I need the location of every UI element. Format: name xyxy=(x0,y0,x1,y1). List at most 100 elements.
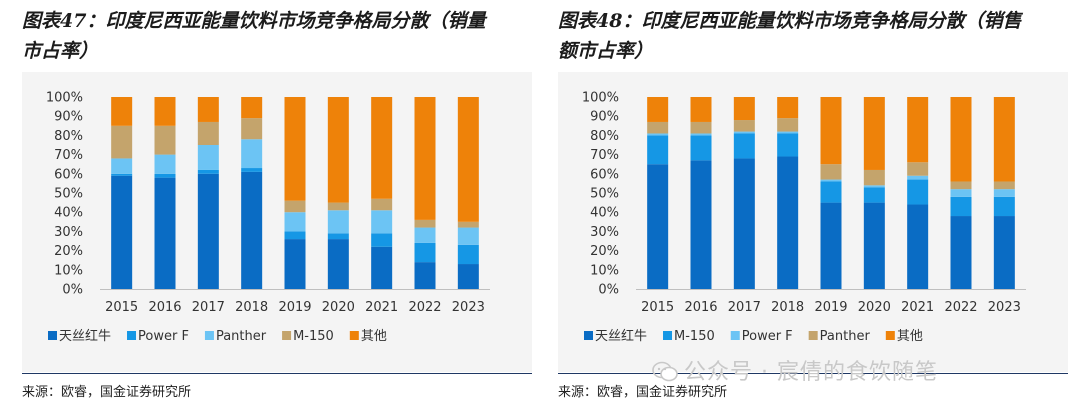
y-tick-label: 0% xyxy=(62,283,83,298)
x-tick-label: 2021 xyxy=(365,300,398,315)
bar-segment xyxy=(950,189,972,197)
y-tick-label: 60% xyxy=(590,167,619,182)
bar-segment xyxy=(414,227,436,243)
bar-segment xyxy=(197,145,219,170)
y-tick-label: 90% xyxy=(54,110,83,125)
legend-label: Power F xyxy=(742,329,793,344)
x-tick-label: 2019 xyxy=(278,300,311,315)
bar-segment xyxy=(414,262,436,289)
bar-segment xyxy=(457,221,479,228)
y-tick-label: 80% xyxy=(54,129,83,144)
bar-segment xyxy=(197,169,219,174)
chart-title: 图表47：印度尼西亚能量饮料市场竞争格局分散（销量 市占率） xyxy=(22,6,532,66)
bar-segment xyxy=(241,168,263,172)
bar-segment xyxy=(197,121,219,145)
bar-segment xyxy=(327,97,349,203)
y-tick-label: 30% xyxy=(590,225,619,240)
bar-segment xyxy=(733,133,755,159)
bar-segment xyxy=(907,162,929,176)
legend-swatch xyxy=(48,331,57,340)
bar-segment xyxy=(154,154,176,174)
bar-segment xyxy=(993,216,1015,289)
bar-segment xyxy=(111,125,133,159)
bar-segment xyxy=(993,97,1015,182)
bar-segment xyxy=(777,97,799,119)
legend-label: 其他 xyxy=(897,329,923,344)
bar-segment xyxy=(327,233,349,240)
bar-segment xyxy=(371,210,393,234)
x-tick-label: 2018 xyxy=(771,300,804,315)
bar-segment xyxy=(284,239,306,289)
bar-segment xyxy=(690,160,712,289)
bar-segment xyxy=(777,131,799,134)
y-tick-label: 90% xyxy=(590,110,619,125)
bar-segment xyxy=(993,189,1015,197)
y-tick-label: 50% xyxy=(54,187,83,202)
bar-segment xyxy=(371,233,393,247)
x-tick-label: 2022 xyxy=(408,300,441,315)
x-tick-label: 2018 xyxy=(235,300,268,315)
bar-segment xyxy=(950,181,972,190)
watermark: 公众号 · 宸倩的食饮随笔 xyxy=(652,354,938,386)
bar-segment xyxy=(284,231,306,240)
x-tick-label: 2016 xyxy=(684,300,717,315)
source-note: 来源：欧睿，国金证券研究所 xyxy=(22,385,192,400)
bar-segment xyxy=(241,97,263,119)
y-tick-label: 60% xyxy=(54,167,83,182)
bar-segment xyxy=(863,202,885,289)
bar-segment xyxy=(197,173,219,289)
x-tick-label: 2019 xyxy=(814,300,847,315)
bar-segment xyxy=(907,179,929,205)
chart-title-line1: 图表48：印度尼西亚能量饮料市场竞争格局分散（销售 xyxy=(558,10,1022,32)
legend-label: Panther xyxy=(216,329,267,344)
bar-segment xyxy=(154,177,176,289)
bar-segment xyxy=(327,202,349,211)
legend-swatch xyxy=(282,331,292,340)
x-tick-label: 2022 xyxy=(944,300,977,315)
bar-segment xyxy=(371,97,393,199)
chart-title-line2: 额市占率） xyxy=(558,40,654,62)
bar-segment xyxy=(950,196,972,217)
bar-segment xyxy=(820,164,842,180)
bar-segment xyxy=(950,97,972,182)
bar-segment xyxy=(647,97,669,122)
y-tick-label: 10% xyxy=(54,263,83,278)
bar-segment xyxy=(863,185,885,188)
bar-segment xyxy=(777,156,799,289)
bar-segment xyxy=(733,97,755,121)
y-tick-label: 50% xyxy=(590,187,619,202)
source-note: 来源：欧睿，国金证券研究所 xyxy=(558,385,728,400)
chart-title: 图表48：印度尼西亚能量饮料市场竞争格局分散（销售 额市占率） xyxy=(558,6,1068,66)
bar-segment xyxy=(414,242,436,263)
bar-segment xyxy=(820,202,842,289)
bar-segment xyxy=(457,244,479,265)
chart-area: 0% 10% 20% 30% 40% 50% 60% 70% 80% 90% 100% 2015 201… xyxy=(22,72,532,372)
bar-segment xyxy=(863,187,885,203)
bar-segment xyxy=(284,200,306,213)
legend-label: 天丝红牛 xyxy=(595,328,647,344)
bar-segment xyxy=(111,97,133,126)
chart-title-line2: 市占率） xyxy=(22,40,99,62)
bar-segment xyxy=(907,204,929,289)
bar-segment xyxy=(907,97,929,163)
bar-segment xyxy=(733,158,755,289)
x-tick-label: 2017 xyxy=(192,300,225,315)
bar-segment xyxy=(241,139,263,169)
bar-segment xyxy=(414,219,436,228)
bar-segment xyxy=(457,264,479,289)
bar-segment xyxy=(327,239,349,289)
legend-swatch xyxy=(885,331,895,340)
bar-segment xyxy=(820,97,842,165)
bar-segment xyxy=(154,173,176,178)
legend-swatch xyxy=(730,331,740,340)
y-tick-label: 30% xyxy=(54,225,83,240)
bar-segment xyxy=(690,121,712,134)
bar-segment xyxy=(154,97,176,126)
bar-segment xyxy=(241,118,263,140)
chart-panel-47: 图表47：印度尼西亚能量饮料市场竞争格局分散（销量 市占率） 0% 10% 20% 3… xyxy=(22,0,547,413)
bar-segment xyxy=(690,97,712,122)
x-tick-label: 2017 xyxy=(728,300,761,315)
legend-label: 天丝红牛 xyxy=(59,328,111,344)
divider xyxy=(22,373,532,374)
legend-swatch xyxy=(204,331,214,340)
